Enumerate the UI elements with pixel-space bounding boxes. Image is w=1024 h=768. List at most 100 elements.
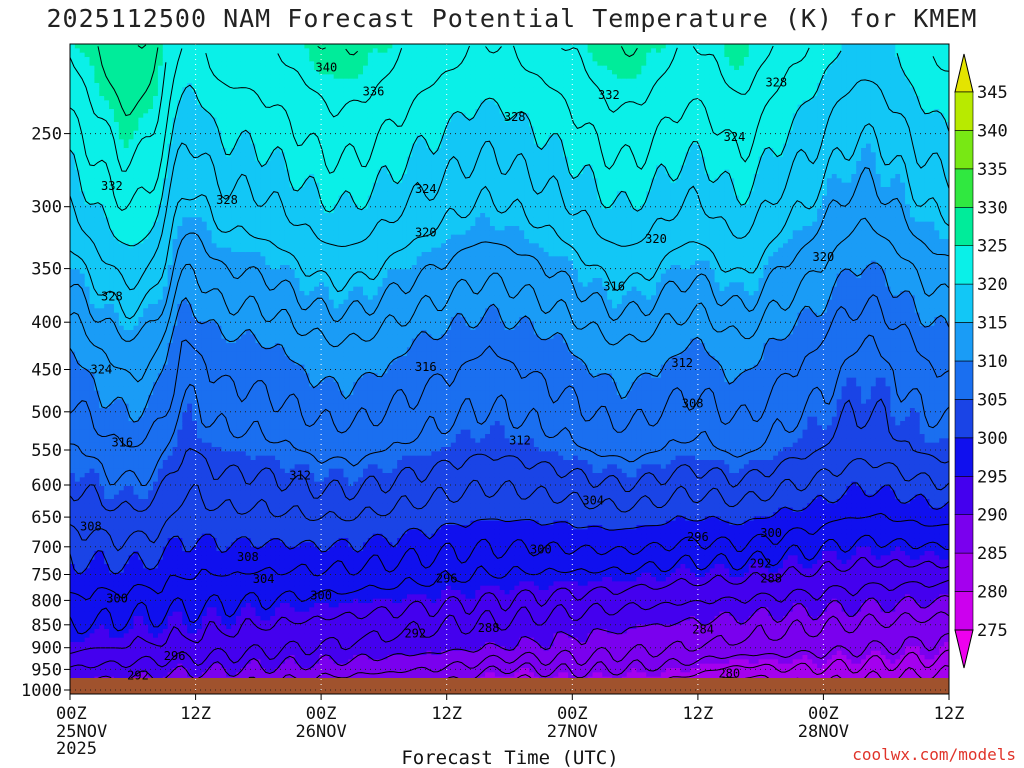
- contour-label: 296: [164, 649, 186, 663]
- contour-label: 300: [310, 588, 332, 602]
- contour-label: 324: [415, 182, 437, 196]
- y-tick-label: 750: [31, 566, 62, 586]
- colorbar-swatch: [955, 361, 973, 399]
- x-tick-date: 27NOV: [547, 722, 598, 742]
- colorbar-max-arrow: [955, 54, 973, 92]
- y-tick-label: 550: [31, 441, 62, 461]
- contour-label: 304: [582, 494, 604, 508]
- contour-label: 328: [101, 289, 123, 303]
- y-tick-label: 350: [31, 260, 62, 280]
- y-tick-label: 650: [31, 508, 62, 528]
- contour-label: 312: [671, 356, 693, 370]
- colorbar-swatch: [955, 553, 973, 591]
- colorbar-swatch: [955, 323, 973, 361]
- contour-label: 288: [760, 571, 782, 585]
- colorbar-label: 310: [977, 352, 1008, 372]
- y-tick-label: 600: [31, 476, 62, 496]
- contour-label: 280: [718, 667, 740, 681]
- contour-label: 340: [316, 60, 338, 74]
- y-tick-label: 800: [31, 591, 62, 611]
- contour-label: 320: [415, 226, 437, 240]
- y-tick-label: 950: [31, 660, 62, 680]
- contour-label: 308: [80, 519, 102, 533]
- colorbar-label: 345: [977, 83, 1008, 103]
- contour-label: 316: [415, 360, 437, 374]
- colorbar-swatch: [955, 169, 973, 207]
- colorbar-label: 320: [977, 275, 1008, 295]
- x-tick-time: 12Z: [683, 704, 714, 724]
- colorbar-swatch: [955, 246, 973, 284]
- contour-label: 332: [598, 88, 620, 102]
- x-tick-date: 26NOV: [296, 722, 347, 742]
- contour-label: 284: [692, 623, 714, 637]
- contour-label: 316: [111, 436, 133, 450]
- x-tick-time: 12Z: [431, 704, 462, 724]
- contour-label: 300: [760, 526, 782, 540]
- colorbar-label: 300: [977, 429, 1008, 449]
- x-tick-time: 00Z: [557, 704, 588, 724]
- contour-label: 304: [253, 572, 275, 586]
- x-tick-time: 00Z: [808, 704, 839, 724]
- colorbar-label: 335: [977, 160, 1008, 180]
- contour-label: 328: [504, 110, 526, 124]
- colorbar-label: 290: [977, 506, 1008, 526]
- y-tick-label: 400: [31, 313, 62, 333]
- colorbar-min-arrow: [955, 630, 973, 668]
- colorbar-swatch: [955, 130, 973, 168]
- contour-label: 292: [127, 668, 149, 682]
- colorbar: 275 280 285 290 295 300 305 310 315 320 325 330 335 3…: [955, 54, 1008, 668]
- contour-label: 300: [106, 591, 128, 605]
- contour-label: 336: [363, 84, 385, 98]
- colorbar-swatch: [955, 284, 973, 322]
- contour-label: 292: [750, 557, 772, 571]
- colorbar-label: 285: [977, 544, 1008, 564]
- contour-label: 308: [237, 550, 259, 564]
- colorbar-label: 340: [977, 121, 1008, 141]
- y-axis: 250 300 350 400 450 500 550 600 650 700 750 800 850 9…: [21, 125, 70, 701]
- x-tick-year: 2025: [56, 739, 97, 759]
- y-tick-label: 450: [31, 361, 62, 381]
- colorbar-label: 275: [977, 621, 1008, 641]
- colorbar-swatch: [955, 399, 973, 437]
- colorbar-swatch: [955, 438, 973, 476]
- contour-label: 312: [509, 433, 531, 447]
- colorbar-label: 330: [977, 198, 1008, 218]
- colorbar-swatch: [955, 592, 973, 630]
- credit-link[interactable]: coolwx.com/models: [852, 745, 1016, 764]
- contour-label: 324: [724, 130, 746, 144]
- colorbar-label: 315: [977, 314, 1008, 334]
- chart-title: 2025112500 NAM Forecast Potential Temper…: [0, 4, 1024, 33]
- potential-temperature-chart: 340336 332328328324332328324320 3203203163…: [0, 0, 1024, 768]
- contour-label: 316: [603, 280, 625, 294]
- colorbar-label: 295: [977, 467, 1008, 487]
- contour-label: 324: [91, 363, 113, 377]
- x-tick-time: 00Z: [306, 704, 337, 724]
- x-tick-date: 28NOV: [798, 722, 849, 742]
- y-tick-label: 1000: [21, 681, 62, 701]
- x-tick-time: 00Z: [56, 704, 87, 724]
- contour-label: 320: [645, 232, 667, 246]
- colorbar-swatch: [955, 207, 973, 245]
- y-tick-label: 250: [31, 125, 62, 145]
- filled-contours: [70, 44, 950, 695]
- contour-label: 328: [216, 193, 238, 207]
- contour-label: 288: [478, 621, 500, 635]
- y-tick-label: 850: [31, 616, 62, 636]
- y-tick-label: 900: [31, 639, 62, 659]
- contour-label: 296: [687, 530, 709, 544]
- colorbar-label: 305: [977, 390, 1008, 410]
- colorbar-swatch: [955, 515, 973, 553]
- contour-label: 296: [436, 571, 458, 585]
- contour-label: 308: [682, 397, 704, 411]
- y-tick-label: 500: [31, 403, 62, 423]
- y-tick-label: 700: [31, 538, 62, 558]
- x-tick-time: 12Z: [934, 704, 965, 724]
- colorbar-swatch: [955, 92, 973, 130]
- y-tick-label: 300: [31, 198, 62, 218]
- x-tick-time: 12Z: [180, 704, 211, 724]
- colorbar-label: 280: [977, 583, 1008, 603]
- x-axis-label: Forecast Time (UTC): [401, 747, 618, 768]
- contour-label: 312: [289, 469, 311, 483]
- colorbar-label: 325: [977, 237, 1008, 257]
- colorbar-swatch: [955, 476, 973, 514]
